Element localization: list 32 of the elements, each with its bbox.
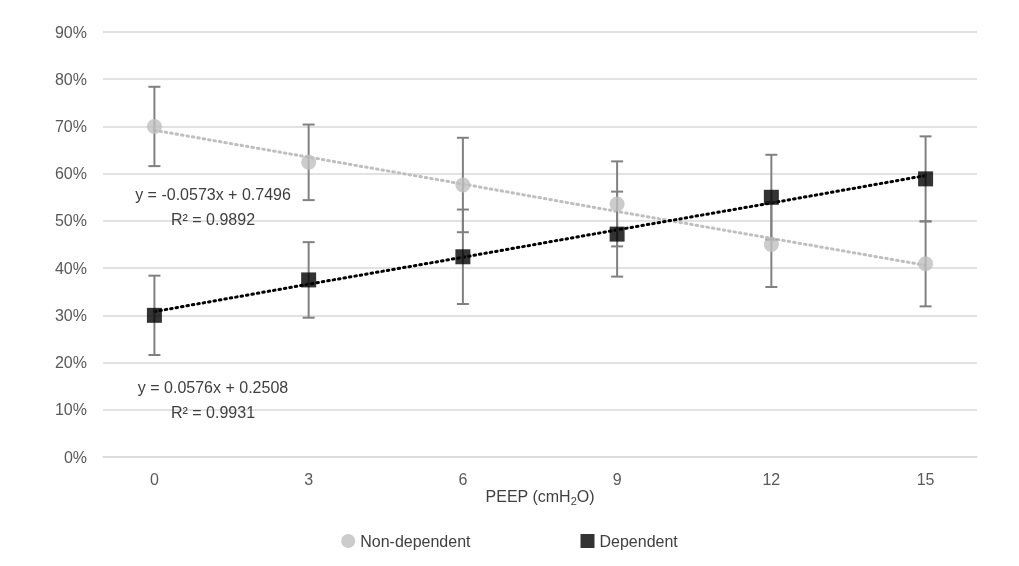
- point: [146, 118, 162, 134]
- y-tick-label: 70%: [54, 117, 87, 135]
- point: [763, 189, 779, 205]
- y-tick-label: 20%: [54, 354, 87, 372]
- point: [609, 226, 625, 242]
- y-tick-label: 80%: [54, 70, 87, 88]
- y-tick-label: 40%: [54, 259, 87, 277]
- annotation: y = -0.0573x + 0.7496 R² = 0.9892: [135, 186, 291, 228]
- legend-label: Dependent: [599, 532, 679, 550]
- x-tick-label: 3: [304, 470, 314, 488]
- y-tick-label: 90%: [54, 23, 87, 41]
- y-tick-label: 0%: [63, 448, 87, 466]
- y-tick-label: 60%: [54, 165, 87, 183]
- point: [146, 307, 162, 323]
- x-tick-label: 9: [612, 470, 622, 488]
- point: [301, 154, 317, 170]
- point: [609, 196, 625, 212]
- point: [918, 256, 934, 272]
- y-tick-label: 50%: [54, 212, 87, 230]
- point: [455, 249, 471, 265]
- x-tick-label: 0: [149, 470, 159, 488]
- point: [918, 171, 934, 187]
- legend-label: Non-dependent: [360, 532, 472, 550]
- y-tick-label: 30%: [54, 306, 87, 324]
- x-tick-label: 15: [916, 470, 935, 488]
- x-tick-label: 6: [458, 470, 468, 488]
- point: [455, 177, 471, 193]
- x-tick-label: 12: [762, 470, 781, 488]
- point: [763, 237, 779, 252]
- point: [301, 272, 317, 288]
- annotation: y = 0.0576x + 0.2508 R² = 0.9931: [137, 379, 289, 421]
- y-tick-label: 10%: [54, 401, 87, 419]
